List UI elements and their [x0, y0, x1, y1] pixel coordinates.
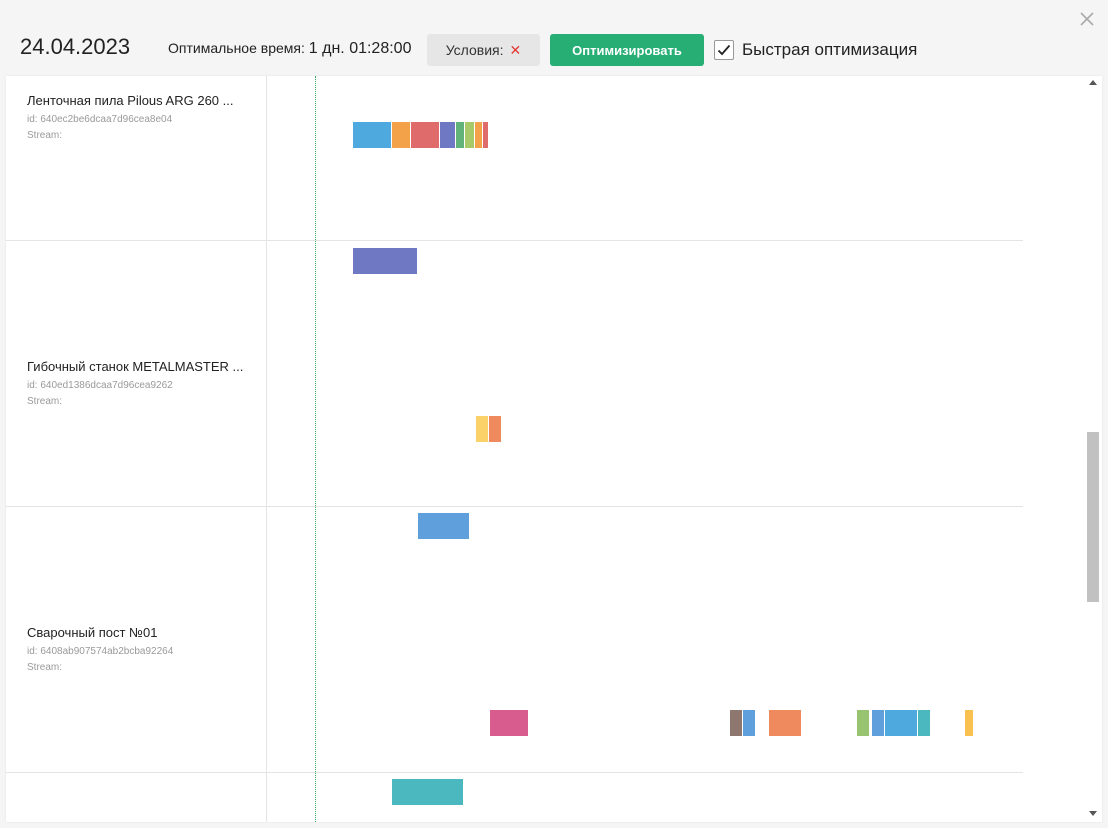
row-divider [6, 772, 1023, 773]
optimal-time-value: 1 дн. 01:28:00 [308, 40, 412, 57]
machine-id: id: 640ed1386dcaa7d96cea9262 [27, 380, 173, 391]
row-divider [6, 506, 1023, 507]
machine-name: Ленточная пила Pilous ARG 260 ... [27, 93, 234, 108]
row-divider [6, 240, 1023, 241]
machine-list [6, 76, 267, 822]
task-bar[interactable] [918, 710, 930, 736]
task-bar[interactable] [489, 416, 501, 442]
machine-row-label: Ленточная пила Pilous ARG 260 ... id: 64… [27, 93, 262, 141]
machine-name: Гибочный станок METALMASTER ... [27, 359, 244, 374]
machine-stream: Stream: [27, 396, 63, 407]
task-bar[interactable] [353, 248, 417, 274]
task-bar[interactable] [411, 122, 439, 148]
conditions-label: Условия: [445, 42, 504, 58]
machine-stream: Stream: [27, 662, 63, 673]
task-bar[interactable] [418, 513, 469, 539]
task-bar[interactable] [392, 779, 463, 805]
fast-optimization-label: Быстрая оптимизация [742, 40, 918, 59]
machine-name: Сварочный пост №01 [27, 625, 158, 640]
task-bar[interactable] [483, 122, 488, 148]
fast-optimization-checkbox[interactable] [714, 40, 734, 60]
vertical-scrollbar[interactable] [1085, 76, 1102, 822]
checkmark-icon [717, 44, 731, 56]
date-label: 24.04.2023 [20, 34, 131, 59]
fast-optimization-toggle[interactable]: Быстрая оптимизация [714, 40, 917, 60]
task-bar[interactable] [965, 710, 973, 736]
task-bar[interactable] [490, 710, 528, 736]
task-bar[interactable] [769, 710, 801, 736]
task-bar[interactable] [353, 122, 391, 148]
task-bar[interactable] [476, 416, 488, 442]
task-bar[interactable] [857, 710, 869, 736]
task-bar[interactable] [456, 122, 464, 148]
machine-id: id: 6408ab907574ab2bcba92264 [27, 646, 174, 657]
gantt-panel: Ленточная пила Pilous ARG 260 ... id: 64… [6, 76, 1102, 822]
scroll-up-icon[interactable] [1089, 80, 1097, 85]
machine-row-label: Гибочный станок METALMASTER ... id: 640e… [27, 359, 262, 407]
machine-id: id: 640ec2be6dcaa7d96cea8e04 [27, 114, 173, 125]
close-icon[interactable] [1078, 10, 1096, 28]
machine-stream: Stream: [27, 130, 63, 141]
task-bar[interactable] [743, 710, 755, 736]
scroll-down-icon[interactable] [1089, 811, 1097, 816]
optimal-time: Оптимальное время: 1 дн. 01:28:00 [168, 40, 411, 58]
task-bar[interactable] [392, 122, 410, 148]
task-bar[interactable] [475, 122, 482, 148]
optimize-button[interactable]: Оптимизировать [550, 34, 704, 66]
task-bar[interactable] [465, 122, 474, 148]
optimal-time-label: Оптимальное время: [168, 40, 305, 56]
clear-conditions-icon[interactable]: ✕ [509, 41, 522, 58]
task-bar[interactable] [730, 710, 742, 736]
scroll-thumb[interactable] [1087, 432, 1099, 602]
task-bar[interactable] [872, 710, 884, 736]
task-bar[interactable] [885, 710, 917, 736]
toolbar: 24.04.2023 Оптимальное время: 1 дн. 01:2… [0, 0, 1108, 78]
current-time-line [315, 76, 316, 822]
conditions-button[interactable]: Условия: ✕ [427, 34, 540, 66]
machine-row-label: Сварочный пост №01 id: 6408ab907574ab2bc… [27, 625, 262, 673]
task-bar[interactable] [440, 122, 455, 148]
